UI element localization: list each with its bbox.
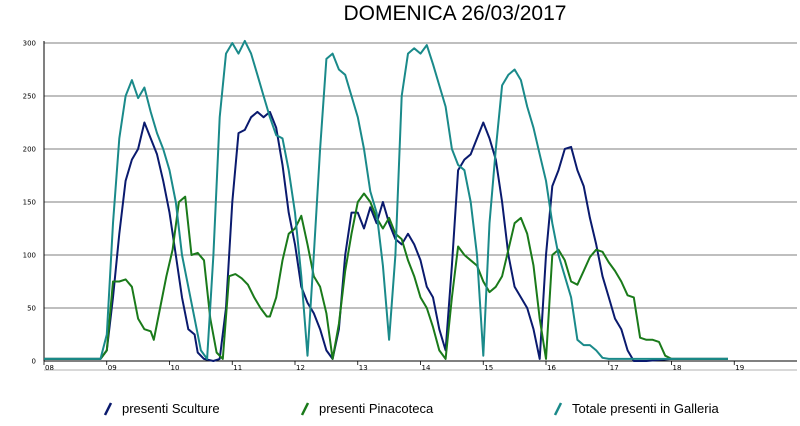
x-tick-label: 08 <box>45 364 54 372</box>
y-tick-label: 100 <box>23 252 36 260</box>
legend-label-3: Totale presenti in Galleria <box>572 401 719 416</box>
x-tick-label: 15 <box>484 364 493 372</box>
chart-title: DOMENICA 26/03/2017 <box>343 2 567 25</box>
x-tick-label: 11 <box>233 364 242 372</box>
x-tick-label: 16 <box>547 364 556 372</box>
x-tick-label: 12 <box>296 364 305 372</box>
series-line-2 <box>44 192 728 360</box>
legend-label-2: presenti Pinacoteca <box>319 401 434 416</box>
legend: presenti Sculture presenti Pinacoteca Tota… <box>103 401 719 416</box>
y-tick-label: 0 <box>32 358 36 366</box>
series-line-1 <box>44 110 728 362</box>
x-tick-label: 19 <box>735 364 744 372</box>
x-tick-label: 14 <box>422 364 431 372</box>
x-tick-label: 10 <box>171 364 180 372</box>
legend-marker-2 <box>300 402 310 416</box>
legend-marker-1 <box>103 402 113 416</box>
x-tick-label: 13 <box>359 364 368 372</box>
y-tick-label: 200 <box>23 146 36 154</box>
series-lines <box>44 39 728 362</box>
y-tick-label: 150 <box>23 199 36 207</box>
axes <box>43 41 797 371</box>
x-tick-label: 17 <box>610 364 619 372</box>
x-tick-label: 09 <box>108 364 117 372</box>
x-tick-label: 18 <box>673 364 682 372</box>
y-tick-label: 50 <box>27 305 36 313</box>
y-tick-label: 250 <box>23 93 36 101</box>
tick-labels: 0 50 100 150 200 250 300 08 09 10 11 12 13 14 15 16 17 18… <box>23 40 745 373</box>
series-line-3 <box>44 39 728 360</box>
y-tick-label: 300 <box>23 40 36 48</box>
legend-label-1: presenti Sculture <box>122 401 220 416</box>
grid-lines <box>44 42 797 309</box>
legend-marker-3 <box>553 402 563 416</box>
